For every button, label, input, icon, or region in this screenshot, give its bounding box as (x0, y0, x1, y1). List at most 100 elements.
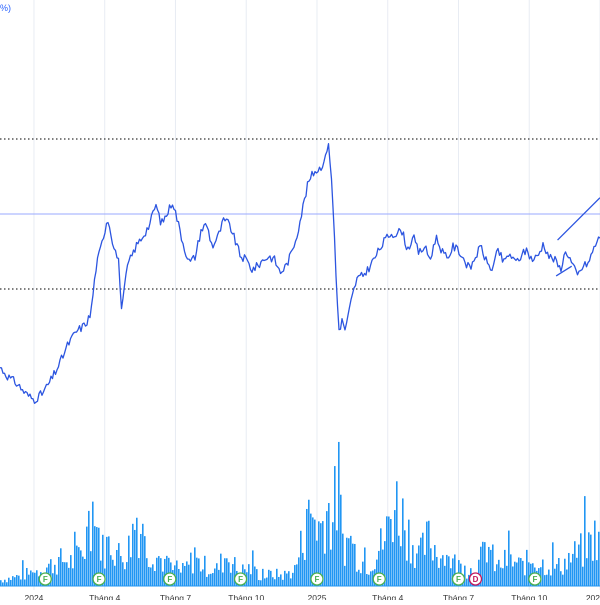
volume-bar (418, 545, 420, 586)
volume-bar (180, 572, 182, 586)
price-line (0, 143, 600, 404)
volume-bar (498, 559, 500, 586)
volume-bar (312, 517, 314, 586)
volume-bar (350, 535, 352, 586)
volume-bar (334, 466, 336, 586)
volume-bar (66, 562, 68, 586)
volume-bar (94, 526, 96, 586)
volume-bar (228, 562, 230, 586)
volume-bar (16, 575, 18, 586)
volume-bar (392, 542, 394, 586)
volume-bar (360, 573, 362, 586)
volume-bar (18, 575, 20, 586)
volume-bar (64, 562, 66, 586)
volume-bar (450, 568, 452, 586)
volume-bar (54, 564, 56, 586)
volume-bar (348, 538, 350, 586)
volume-bar (188, 564, 190, 586)
volume-bar (318, 521, 320, 586)
volume-bar (336, 530, 338, 586)
volume-bar (586, 558, 588, 586)
volume-bar (6, 582, 8, 586)
event-marker-circle (451, 572, 466, 586)
volume-bar (226, 558, 228, 586)
event-marker-circle (372, 572, 386, 586)
trend-line[interactable] (557, 197, 600, 241)
grid-lines (33, 0, 600, 590)
earnings-marker[interactable]: F (451, 572, 466, 586)
volume-bar (590, 534, 592, 586)
volume-bar (282, 579, 284, 586)
earnings-marker[interactable]: F (92, 572, 106, 586)
volume-bar (368, 574, 370, 586)
volume-bar (74, 531, 76, 586)
volume-bar (298, 557, 300, 586)
volume-bar (576, 557, 578, 586)
volume-bar (176, 560, 178, 586)
volume-bar (24, 579, 26, 586)
volume-bar (146, 558, 148, 586)
volume-bar (554, 568, 556, 586)
volume-bar (510, 554, 512, 586)
volume-bar (36, 570, 38, 586)
top-left-clipped-label: %) (0, 3, 11, 13)
volume-bar (264, 578, 266, 586)
volume-bar (344, 565, 346, 586)
volume-bar (96, 527, 98, 586)
volume-bar (258, 580, 260, 586)
event-marker-label: F (167, 575, 172, 584)
dividend-marker[interactable]: D (468, 572, 483, 586)
x-tick-label: Tháng 4 (89, 593, 120, 600)
event-marker-circle (468, 572, 483, 586)
volume-bar (0, 580, 2, 586)
volume-bar (148, 566, 150, 586)
volume-bar (222, 572, 224, 586)
volume-bar (280, 574, 282, 586)
volume-bar (572, 553, 574, 586)
volume-bar (20, 579, 22, 586)
volume-bar (4, 579, 6, 586)
volume-bar (130, 557, 132, 586)
volume-bar (178, 568, 180, 586)
earnings-marker[interactable]: F (528, 572, 542, 586)
volume-bar (88, 510, 90, 586)
volume-bar (380, 528, 382, 586)
volume-bar (140, 533, 142, 586)
volume-bar (10, 579, 12, 586)
volume-bar (512, 566, 514, 586)
volume-bar (522, 560, 524, 586)
earnings-marker[interactable]: F (233, 572, 248, 586)
earnings-marker[interactable]: F (163, 572, 177, 586)
volume-bar (8, 577, 10, 586)
volume-bar (276, 568, 278, 586)
volume-bar (588, 532, 590, 586)
volume-bar (158, 556, 160, 586)
volume-bar (442, 555, 444, 586)
earnings-marker[interactable]: F (372, 572, 386, 586)
earnings-marker[interactable]: F (310, 572, 324, 586)
volume-bar (70, 555, 72, 586)
event-marker-label: D (473, 575, 479, 584)
volume-bar (560, 571, 562, 586)
volume-bar (192, 573, 194, 586)
volume-bar (234, 557, 236, 586)
volume-bar (426, 521, 428, 586)
volume-bar (596, 560, 598, 586)
x-tick-label: 2024 (25, 593, 44, 600)
volume-bar (292, 572, 294, 586)
earnings-marker[interactable]: F (38, 572, 52, 586)
trend-line-lower[interactable] (555, 265, 573, 277)
volume-bar (102, 534, 104, 586)
event-marker-circle (233, 572, 248, 586)
volume-bar (190, 552, 192, 586)
volume-bar (216, 563, 218, 586)
volume-bar (384, 541, 386, 586)
volume-bar (112, 559, 114, 586)
volume-bar (562, 574, 564, 586)
volume-bar (32, 572, 34, 586)
volume-bar (492, 544, 494, 586)
volume-bar (60, 548, 62, 586)
